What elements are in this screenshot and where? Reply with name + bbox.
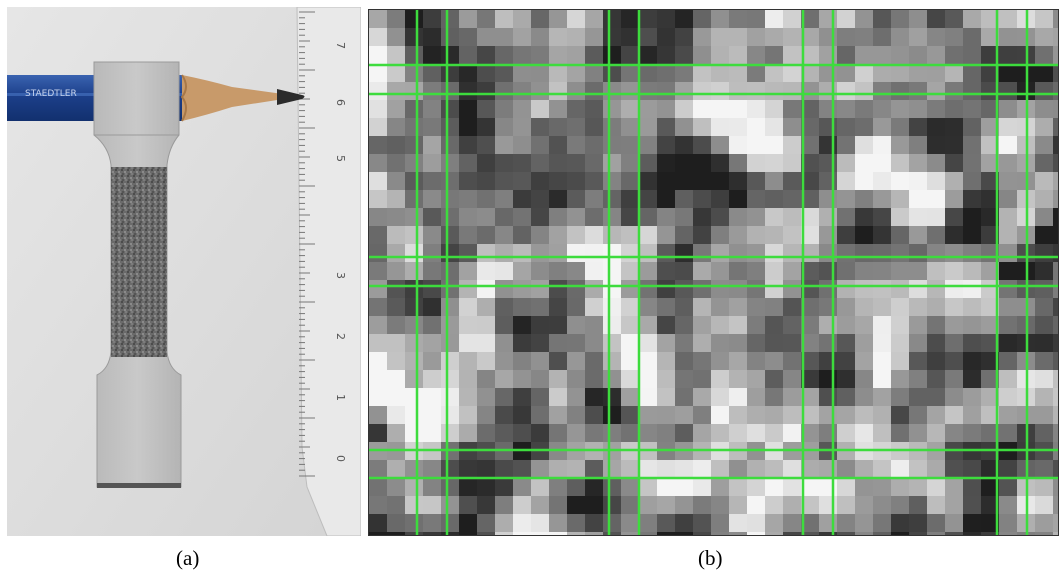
- ruler: 7 6 5 3 2 1 0: [296, 7, 361, 536]
- specimen-top-grip: [93, 61, 180, 136]
- ruler-mark-label: 7: [334, 42, 347, 49]
- pencil-label: STAEDTLER: [25, 89, 77, 99]
- ruler-mark-label: 3: [334, 272, 347, 279]
- dogbone-specimen: [93, 61, 182, 488]
- ruler-mark-label: 0: [334, 455, 347, 462]
- ruler-mark-label: 2: [334, 333, 347, 340]
- ruler-mark-label: 5: [334, 155, 347, 162]
- ruler-mark-label: 6: [334, 99, 347, 106]
- ruler-mark-label: 1: [334, 394, 347, 401]
- speckle-grid-panel: [368, 9, 1059, 536]
- speckle-grid-image: [369, 10, 1058, 535]
- specimen-photo-panel: 7 6 5 3 2 1 0 STAEDTLER: [7, 7, 361, 536]
- caption-b: (b): [698, 546, 723, 570]
- caption-a: (a): [176, 546, 200, 570]
- specimen-photo: 7 6 5 3 2 1 0 STAEDTLER: [7, 7, 361, 536]
